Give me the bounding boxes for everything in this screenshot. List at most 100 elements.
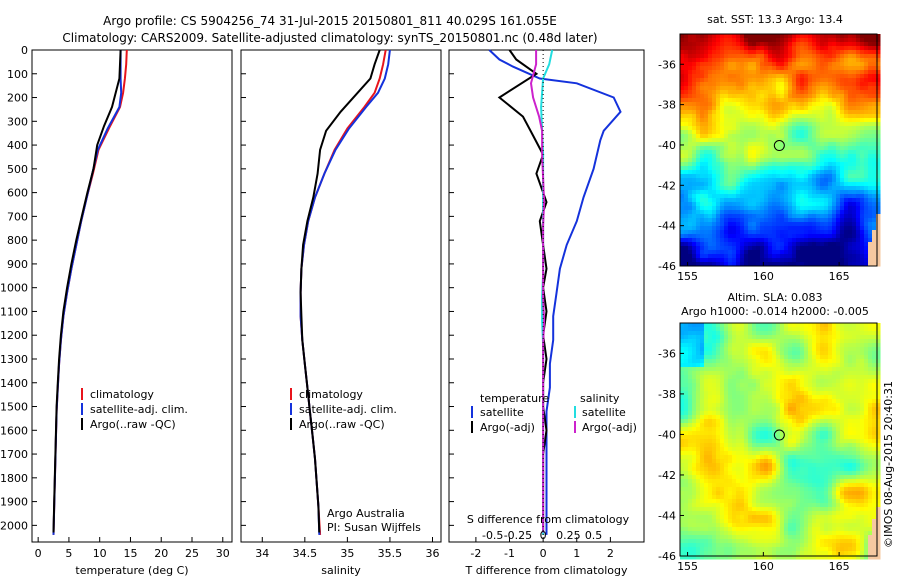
map-cell: [780, 343, 785, 348]
map-cell: [740, 50, 745, 55]
map-cell: [796, 423, 801, 428]
map-cell: [752, 118, 757, 123]
map-cell: [684, 262, 689, 267]
map-cell: [688, 258, 693, 263]
map-cell: [732, 391, 737, 396]
map-cell: [872, 58, 877, 63]
map-cell: [864, 335, 869, 340]
map-cell: [856, 419, 861, 424]
map-cell: [872, 198, 877, 203]
map-cell: [864, 46, 869, 51]
map-cell: [728, 331, 733, 336]
map-cell: [860, 403, 865, 408]
map-cell: [680, 162, 685, 167]
map-cell: [748, 50, 753, 55]
map-cell: [704, 347, 709, 352]
map-cell: [732, 82, 737, 87]
map-cell: [872, 359, 877, 364]
map-cell: [680, 126, 685, 131]
map-cell: [692, 142, 697, 147]
map-cell: [756, 443, 761, 448]
map-cell: [708, 258, 713, 263]
map-cell: [768, 66, 773, 71]
map-cell: [816, 359, 821, 364]
map-cell: [760, 403, 765, 408]
map-cell: [808, 250, 813, 255]
map-cell: [744, 331, 749, 336]
map-cell: [688, 90, 693, 95]
map-cell: [868, 250, 873, 255]
map-cell: [752, 415, 757, 420]
map-cell: [752, 459, 757, 464]
map-cell: [800, 467, 805, 472]
map-cell: [804, 158, 809, 163]
map-cell: [752, 106, 757, 111]
map-cell: [724, 42, 729, 47]
map-cell: [696, 58, 701, 63]
map-cell: [804, 419, 809, 424]
map-cell: [772, 258, 777, 263]
map-cell: [800, 226, 805, 231]
map-cell: [696, 166, 701, 171]
map-cell: [816, 399, 821, 404]
map-cell: [772, 447, 777, 452]
map-cell: [756, 363, 761, 368]
map-cell: [852, 395, 857, 400]
map-cell: [728, 82, 733, 87]
map-cell: [788, 331, 793, 336]
map-cell: [752, 98, 757, 103]
map-cell: [864, 86, 869, 91]
map-cell: [808, 182, 813, 187]
map-cell: [792, 214, 797, 219]
map-cell: [812, 451, 817, 456]
map-cell: [796, 190, 801, 195]
map-cell: [800, 142, 805, 147]
map-cell: [716, 339, 721, 344]
map-cell: [736, 335, 741, 340]
map-cell: [772, 427, 777, 432]
map-cell: [856, 431, 861, 436]
map-cell: [828, 323, 833, 328]
map-cell: [812, 42, 817, 47]
series-line-satellite-adj-clim-: [299, 49, 391, 535]
map-cell: [708, 383, 713, 388]
map-cell: [680, 399, 685, 404]
map-cell: [680, 58, 685, 63]
map-cell: [868, 38, 873, 43]
map-cell: [708, 471, 713, 476]
map-cell: [876, 34, 881, 39]
map-cell: [688, 439, 693, 444]
map-cell: [692, 383, 697, 388]
map-cell: [784, 375, 789, 380]
map-cell: [744, 50, 749, 55]
map-cell: [872, 419, 877, 424]
map-cell: [688, 74, 693, 79]
map-cell: [720, 335, 725, 340]
map-cell: [712, 78, 717, 83]
map-cell: [804, 222, 809, 227]
map-cell: [872, 42, 877, 47]
map-cell: [724, 174, 729, 179]
map-cell: [772, 46, 777, 51]
map-cell: [688, 182, 693, 187]
map-cell: [788, 258, 793, 263]
map-cell: [696, 82, 701, 87]
map-cell: [688, 98, 693, 103]
map-cell: [720, 94, 725, 99]
map-cell: [784, 258, 789, 263]
map-cell: [772, 443, 777, 448]
map-cell: [824, 230, 829, 235]
depth-tick-label: 1700: [0, 448, 28, 461]
map-cell: [684, 82, 689, 87]
map-cell: [852, 343, 857, 348]
map-cell: [796, 106, 801, 111]
map-cell: [704, 383, 709, 388]
map-cell: [748, 186, 753, 191]
map-cell: [820, 214, 825, 219]
map-cell: [788, 42, 793, 47]
map-cell: [860, 459, 865, 464]
map-cell: [796, 447, 801, 452]
map-cell: [692, 467, 697, 472]
map-cell: [680, 174, 685, 179]
map-cell: [768, 106, 773, 111]
